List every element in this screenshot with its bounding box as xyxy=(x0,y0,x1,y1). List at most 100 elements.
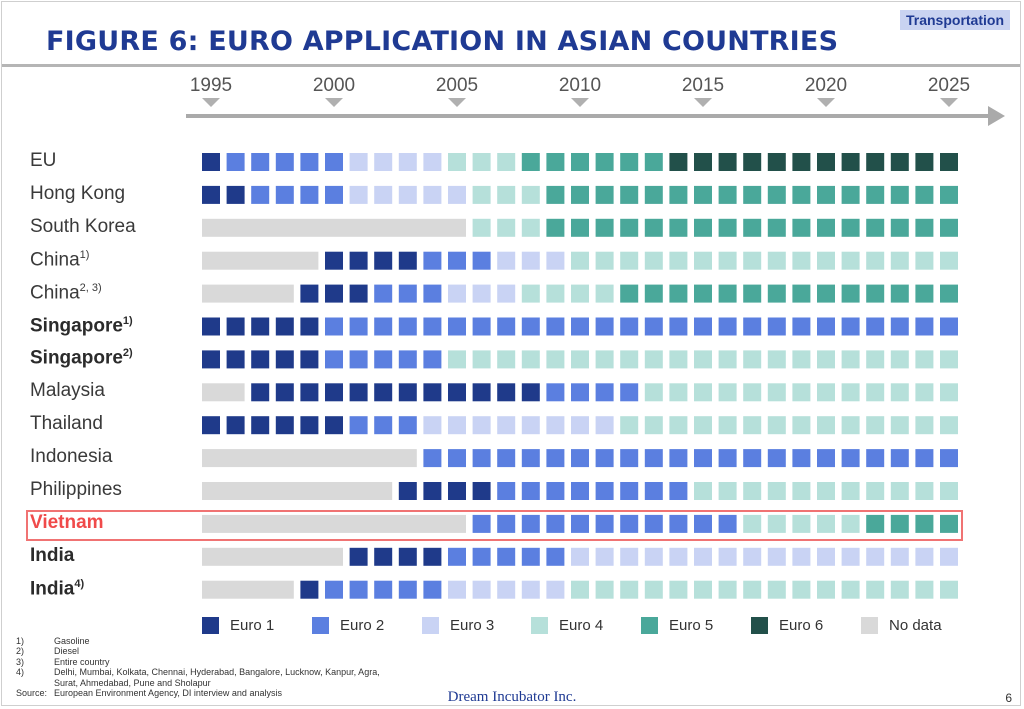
euro-cell xyxy=(546,251,565,270)
euro-cell xyxy=(743,482,762,500)
legend-label: Euro 4 xyxy=(559,617,604,634)
row-label-footnote: 2) xyxy=(122,347,133,360)
euro-cell xyxy=(644,416,663,435)
euro-cell xyxy=(792,317,811,336)
euro-cell xyxy=(866,350,885,369)
euro-cell xyxy=(767,317,786,336)
euro-cell xyxy=(275,383,294,402)
footnote: 3) Entire country xyxy=(16,657,380,667)
euro-cell xyxy=(694,580,712,599)
euro-cell xyxy=(497,547,516,566)
euro-cell xyxy=(767,350,786,369)
footnote-text: Entire country xyxy=(54,656,110,667)
euro-cell xyxy=(571,317,589,336)
euro-cell xyxy=(866,251,885,270)
legend-swatch xyxy=(312,617,329,634)
euro-cell xyxy=(374,251,393,270)
euro-cell xyxy=(890,185,909,204)
euro-cell xyxy=(866,482,885,500)
euro-cell xyxy=(915,449,934,468)
euro-cell xyxy=(890,350,909,369)
year-tick xyxy=(817,98,835,107)
euro-cell xyxy=(866,317,885,336)
euro-cell xyxy=(817,218,835,237)
euro-cell xyxy=(571,514,589,533)
euro-cell xyxy=(620,153,639,171)
euro-cell xyxy=(595,547,614,566)
euro-cell xyxy=(423,185,442,204)
euro-cell xyxy=(817,514,835,533)
euro-cell xyxy=(472,251,491,270)
euro-cell xyxy=(202,416,220,435)
euro-cell xyxy=(571,547,589,566)
euro-cell xyxy=(497,449,516,468)
row-label-text: Indonesia xyxy=(30,446,113,468)
legend-swatch xyxy=(531,617,548,634)
legend-swatch xyxy=(422,617,439,634)
euro-cell xyxy=(349,185,368,204)
euro-cell xyxy=(349,547,368,566)
euro-cell xyxy=(866,284,885,303)
euro-cell xyxy=(620,514,639,533)
euro-cell xyxy=(202,185,220,204)
euro-cell xyxy=(718,185,737,204)
euro-cell xyxy=(718,350,737,369)
row-label-text: Philippines xyxy=(30,479,122,500)
euro-cell xyxy=(694,317,712,336)
euro-cell xyxy=(374,153,393,171)
euro-cell xyxy=(398,284,417,303)
no-data-bar xyxy=(202,218,466,237)
euro-cell xyxy=(890,284,909,303)
euro-cell xyxy=(669,580,688,599)
euro-cell xyxy=(521,350,540,369)
euro-cell xyxy=(275,185,294,204)
euro-cell xyxy=(866,580,885,599)
euro-cell xyxy=(521,514,540,533)
no-data-bar xyxy=(202,284,294,303)
euro-cell xyxy=(546,317,565,336)
euro-cell xyxy=(423,449,442,468)
euro-cell xyxy=(521,416,540,435)
euro-cell xyxy=(448,153,466,171)
year-tick xyxy=(325,98,343,107)
euro-cell xyxy=(669,350,688,369)
legend-item: Euro 1 xyxy=(202,617,274,634)
euro-cell xyxy=(718,514,737,533)
legend: Euro 1 Euro 2 Euro 3 Euro 4 Euro 5 Euro 6 No d… xyxy=(0,617,1024,639)
row-label-footnote: 4) xyxy=(74,577,85,590)
legend-label: Euro 3 xyxy=(450,617,495,634)
euro-cell xyxy=(940,416,958,435)
euro-cell xyxy=(841,416,860,435)
euro-cell xyxy=(940,449,958,468)
footnote-text: Diesel xyxy=(54,646,80,657)
euro-cell xyxy=(694,218,712,237)
euro-cell xyxy=(251,317,270,336)
euro-cell xyxy=(841,251,860,270)
euro-cell xyxy=(940,185,958,204)
euro-cell xyxy=(472,350,491,369)
euro-cell xyxy=(325,317,343,336)
euro-cell xyxy=(940,350,958,369)
euro-cell xyxy=(423,383,442,402)
euro-cell xyxy=(866,416,885,435)
euro-cell xyxy=(669,284,688,303)
euro-cell xyxy=(841,153,860,171)
euro-cell xyxy=(521,284,540,303)
euro-cell xyxy=(521,218,540,237)
euro-cell xyxy=(521,251,540,270)
euro-cell xyxy=(767,547,786,566)
euro-cell xyxy=(620,284,639,303)
euro-cell xyxy=(448,317,466,336)
euro-cell xyxy=(644,218,663,237)
euro-cell xyxy=(448,251,466,270)
euro-cell xyxy=(694,383,712,402)
euro-cell xyxy=(595,482,614,500)
euro-cell xyxy=(374,383,393,402)
euro-cell xyxy=(620,317,639,336)
euro-cell xyxy=(595,284,614,303)
euro-cell xyxy=(792,251,811,270)
euro-cell xyxy=(694,449,712,468)
euro-cell xyxy=(423,580,442,599)
legend-label: Euro 6 xyxy=(779,617,824,634)
euro-cell xyxy=(644,350,663,369)
